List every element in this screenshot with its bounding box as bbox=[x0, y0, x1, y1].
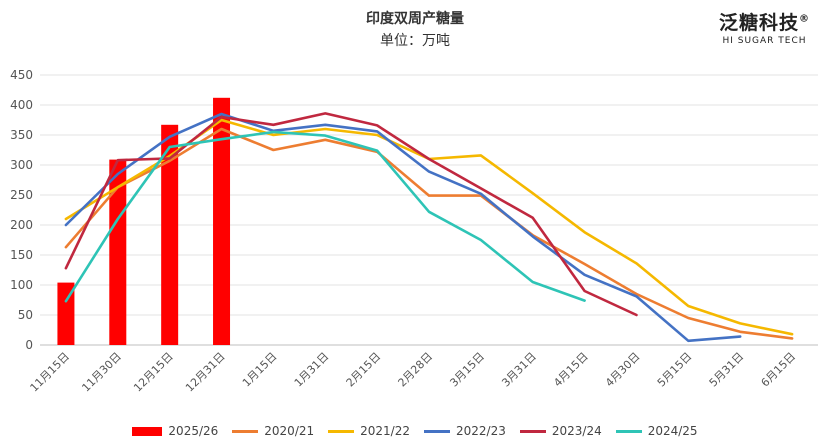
y-tick-label: 100 bbox=[10, 278, 33, 292]
legend-swatch-line bbox=[328, 429, 355, 433]
legend-label: 2021/22 bbox=[360, 424, 410, 438]
x-tick-label: 11月15日 bbox=[28, 350, 73, 395]
legend-item: 2024/25 bbox=[615, 424, 698, 438]
legend-label: 2024/25 bbox=[647, 424, 698, 438]
legend-item: 2021/22 bbox=[328, 424, 410, 438]
x-tick-label: 1月31日 bbox=[292, 350, 332, 390]
x-tick-label: 2月28日 bbox=[396, 350, 436, 390]
y-tick-label: 250 bbox=[10, 188, 33, 202]
legend-item: 2025/26 bbox=[132, 424, 218, 438]
legend-swatch-line bbox=[232, 429, 259, 433]
series-line bbox=[64, 127, 794, 340]
legend-item: 2020/21 bbox=[232, 424, 314, 438]
x-tick-label: 2月15日 bbox=[344, 350, 384, 390]
bar bbox=[161, 124, 179, 345]
bar bbox=[213, 97, 231, 345]
x-tick-label: 1月15日 bbox=[240, 350, 280, 390]
x-tick-label: 3月15日 bbox=[447, 350, 487, 390]
y-tick-label: 50 bbox=[18, 308, 33, 322]
x-tick-label: 11月30日 bbox=[79, 350, 124, 395]
y-tick-label: 0 bbox=[25, 338, 33, 352]
legend-label: 2022/23 bbox=[456, 424, 506, 438]
brand-english-name: HI SUGAR TECH bbox=[722, 36, 807, 46]
y-tick-label: 450 bbox=[10, 68, 33, 82]
x-tick-label: 6月15日 bbox=[759, 350, 799, 390]
chart-title: 印度双周产糖量 bbox=[366, 11, 464, 27]
brand-logo: 泛糖科技® HI SUGAR TECH bbox=[719, 8, 810, 46]
x-tick-label: 5月31日 bbox=[707, 350, 747, 390]
brand-registered-mark: ® bbox=[799, 13, 810, 25]
legend-item: 2023/24 bbox=[519, 424, 602, 438]
x-tick-label: 5月15日 bbox=[655, 350, 695, 390]
chart-legend: 2025/26 2020/21 2021/22 2022/23 2023/24 2024/… bbox=[0, 424, 830, 438]
chart-subtitle: 单位：万吨 bbox=[380, 33, 450, 49]
x-tick-label: 4月30日 bbox=[603, 350, 643, 390]
bar bbox=[57, 282, 75, 345]
x-tick-label: 12月15日 bbox=[131, 350, 176, 395]
y-tick-label: 150 bbox=[10, 248, 33, 262]
y-tick-label: 400 bbox=[10, 98, 33, 112]
series-line bbox=[64, 112, 742, 343]
bar bbox=[109, 159, 127, 345]
legend-label: 2023/24 bbox=[551, 424, 602, 438]
y-tick-label: 300 bbox=[10, 158, 33, 172]
legend-label: 2025/26 bbox=[168, 424, 219, 438]
legend-swatch-line bbox=[424, 429, 450, 433]
x-tick-label: 12月31日 bbox=[183, 350, 228, 395]
legend-item: 2022/23 bbox=[424, 424, 506, 438]
x-tick-label: 4月15日 bbox=[551, 350, 591, 390]
legend-swatch-bar bbox=[132, 426, 163, 436]
y-tick-label: 200 bbox=[10, 218, 33, 232]
x-tick-label: 3月31日 bbox=[499, 350, 539, 390]
y-tick-label: 350 bbox=[10, 128, 33, 142]
legend-swatch-line bbox=[615, 429, 642, 433]
brand-name: 泛糖科技 bbox=[718, 12, 799, 34]
series-line bbox=[64, 130, 586, 303]
legend-label: 2020/21 bbox=[264, 424, 315, 438]
legend-swatch-line bbox=[519, 429, 546, 433]
